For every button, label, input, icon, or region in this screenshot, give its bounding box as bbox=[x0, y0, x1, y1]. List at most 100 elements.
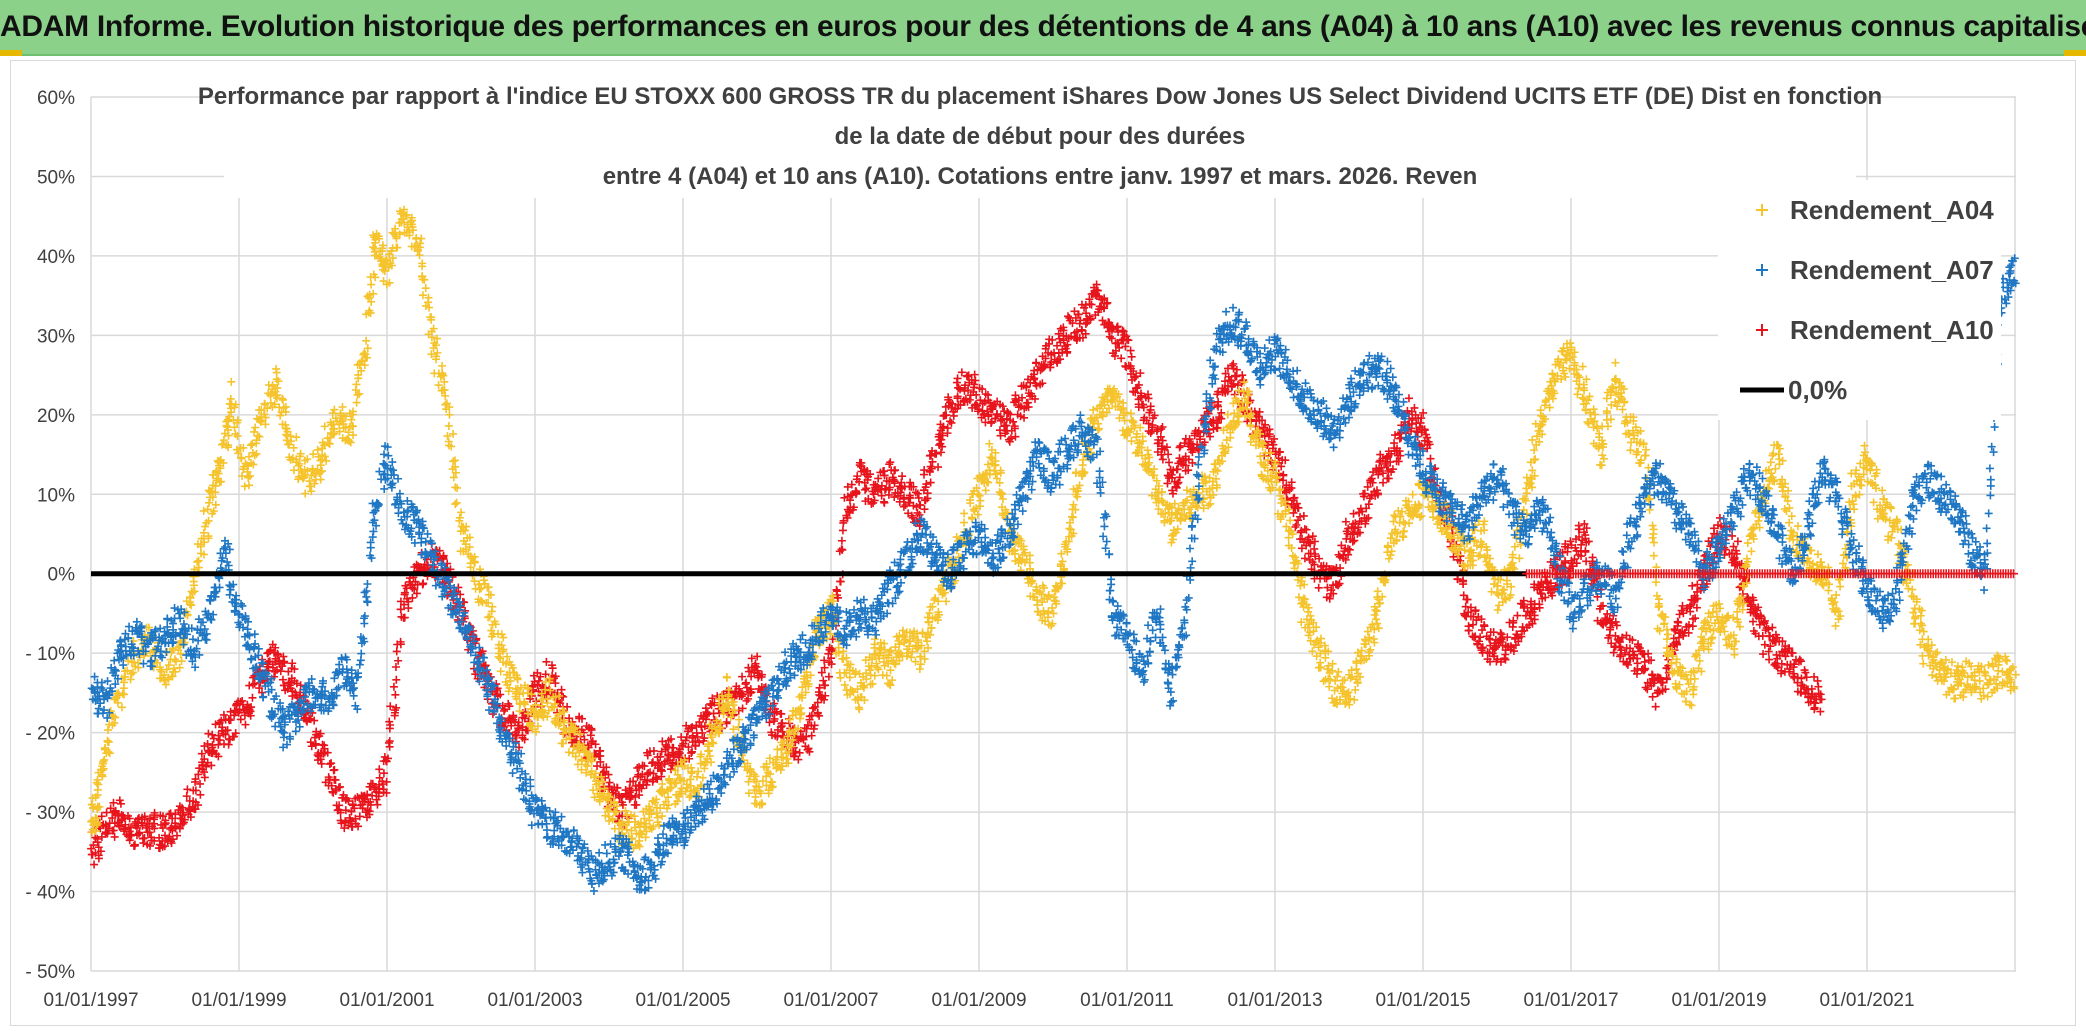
data-point bbox=[215, 736, 224, 745]
data-point bbox=[747, 654, 756, 663]
data-point bbox=[580, 735, 589, 744]
data-point bbox=[194, 770, 203, 779]
data-point bbox=[1286, 516, 1295, 525]
data-point bbox=[392, 703, 401, 712]
data-point bbox=[456, 590, 465, 599]
data-point bbox=[439, 551, 448, 560]
data-point bbox=[363, 790, 372, 799]
data-point bbox=[853, 472, 862, 481]
data-point bbox=[306, 738, 315, 747]
data-point bbox=[1040, 361, 1049, 370]
data-point bbox=[996, 416, 1005, 425]
data-point bbox=[820, 663, 829, 672]
data-point bbox=[417, 234, 426, 243]
data-point bbox=[640, 762, 649, 771]
data-point bbox=[890, 477, 899, 486]
data-point bbox=[140, 833, 149, 842]
data-point bbox=[635, 791, 644, 800]
data-point bbox=[1136, 389, 1145, 398]
data-point bbox=[421, 284, 430, 293]
data-point bbox=[591, 740, 600, 749]
y-tick-label: - 30% bbox=[25, 803, 75, 824]
data-point bbox=[862, 484, 871, 493]
data-point bbox=[998, 402, 1007, 411]
data-point bbox=[836, 673, 845, 682]
data-point bbox=[794, 755, 803, 764]
data-point bbox=[838, 526, 847, 535]
data-point bbox=[296, 681, 305, 690]
data-point bbox=[534, 676, 543, 685]
data-point bbox=[367, 280, 376, 289]
data-point bbox=[898, 472, 907, 481]
data-point bbox=[1326, 675, 1335, 684]
data-point bbox=[125, 814, 134, 823]
data-point bbox=[451, 500, 460, 509]
data-point bbox=[161, 816, 170, 825]
data-point bbox=[280, 659, 289, 668]
data-point bbox=[988, 405, 997, 414]
data-point bbox=[179, 808, 188, 817]
data-point bbox=[1120, 330, 1129, 339]
data-point bbox=[226, 394, 235, 403]
data-point bbox=[978, 385, 987, 394]
data-point bbox=[276, 667, 285, 676]
x-tick-label: 01/01/2007 bbox=[783, 990, 878, 1011]
data-point bbox=[175, 663, 184, 672]
data-point bbox=[189, 577, 198, 586]
data-point bbox=[1352, 665, 1361, 674]
data-point bbox=[1129, 417, 1138, 426]
data-point bbox=[209, 734, 218, 743]
data-point bbox=[96, 847, 105, 856]
x-tick-label: 01/01/2001 bbox=[339, 990, 434, 1011]
data-point bbox=[351, 819, 360, 828]
data-point bbox=[1081, 329, 1090, 338]
data-point bbox=[695, 718, 704, 727]
data-point bbox=[1464, 622, 1473, 631]
data-point bbox=[852, 487, 861, 496]
data-point bbox=[738, 704, 747, 713]
data-point bbox=[928, 457, 937, 466]
data-point bbox=[885, 460, 894, 469]
data-point bbox=[178, 803, 187, 812]
data-point bbox=[452, 498, 461, 507]
data-point bbox=[313, 445, 322, 454]
data-point bbox=[879, 497, 888, 506]
data-point bbox=[747, 688, 756, 697]
data-point bbox=[110, 832, 119, 841]
data-point bbox=[846, 491, 855, 500]
data-point bbox=[215, 457, 224, 466]
data-point bbox=[678, 741, 687, 750]
data-point bbox=[1069, 500, 1078, 509]
data-point bbox=[109, 798, 118, 807]
data-point bbox=[1352, 657, 1361, 666]
data-point bbox=[945, 398, 954, 407]
data-point bbox=[873, 663, 882, 672]
data-point bbox=[1111, 346, 1120, 355]
data-point bbox=[1223, 410, 1232, 419]
data-point bbox=[1633, 659, 1642, 668]
data-point bbox=[386, 720, 395, 729]
data-point bbox=[386, 702, 395, 711]
data-point bbox=[255, 684, 264, 693]
data-point bbox=[451, 456, 460, 465]
data-point bbox=[685, 754, 694, 763]
data-point bbox=[833, 587, 842, 596]
data-point bbox=[399, 613, 408, 622]
data-point bbox=[963, 372, 972, 381]
data-point bbox=[352, 398, 361, 407]
data-point bbox=[1308, 647, 1317, 656]
data-point bbox=[528, 681, 537, 690]
data-point bbox=[170, 655, 179, 664]
data-point bbox=[815, 711, 824, 720]
data-point bbox=[1041, 354, 1050, 363]
data-point bbox=[1117, 354, 1126, 363]
data-point bbox=[273, 665, 282, 674]
data-point bbox=[160, 842, 169, 851]
x-tick-label: 01/01/2005 bbox=[635, 990, 730, 1011]
data-point bbox=[415, 251, 424, 260]
data-point bbox=[618, 800, 627, 809]
y-tick-label: 50% bbox=[37, 167, 75, 188]
data-point bbox=[613, 783, 622, 792]
data-point bbox=[960, 397, 969, 406]
data-point bbox=[1797, 674, 1806, 683]
